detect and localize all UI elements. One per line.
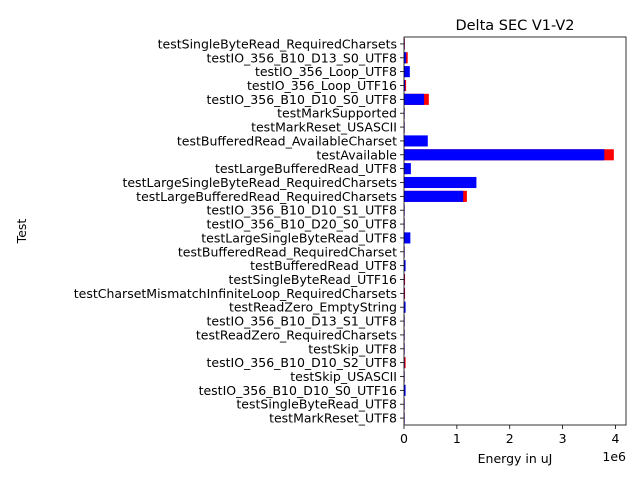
plot-frame	[403, 36, 627, 426]
bar-series-2-testLargeBufferedRead_RequiredCharsets	[404, 190, 464, 202]
axes-frame	[403, 36, 627, 426]
y-tick-label: testBufferedRead_UTF8	[250, 258, 397, 273]
y-tick-label: testIO_356_B10_D10_S1_UTF8	[207, 203, 398, 218]
y-tick-label: testMarkReset_UTF8	[269, 411, 397, 426]
y-tick-label: testIO_356_B10_D13_S0_UTF8	[207, 50, 398, 65]
bar-series-2-testIO_356_Loop_UTF8	[404, 66, 410, 78]
y-tick-label: testSingleByteRead_UTF8	[236, 397, 397, 412]
bar-series-2-testBufferedRead_AvailableCharset	[404, 135, 428, 147]
y-tick-label: testBufferedRead_AvailableCharset	[177, 133, 397, 148]
y-tick-label: testLargeSingleByteRead_UTF8	[201, 230, 397, 245]
bar-series-2-testLargeBufferedRead_UTF8	[404, 163, 411, 175]
y-tick-label: testLargeSingleByteRead_RequiredCharsets	[122, 175, 397, 190]
y-tick-label: testIO_356_Loop_UTF8	[255, 64, 397, 79]
bar-series-2-testIO_356_B10_D10_S0_UTF8	[404, 93, 425, 105]
bar-series-2-testIO_356_B10_D13_S0_UTF8	[404, 52, 407, 64]
x-tick-label: 2	[506, 431, 514, 446]
y-tick-label: testMarkSupported	[277, 106, 397, 121]
bar-series-2-testBufferedRead_UTF8	[404, 260, 406, 272]
y-tick-label: testAvailable	[316, 147, 397, 162]
bar-series-2-testLargeSingleByteRead_UTF8	[404, 232, 411, 244]
x-tick-label: 0	[400, 431, 408, 446]
y-axis-label: Test	[14, 219, 29, 245]
x-tick-label: 3	[559, 431, 567, 446]
x-axis-scale-label: 1e6	[602, 449, 626, 464]
y-tick-label: testCharsetMismatchInfiniteLoop_Required…	[74, 286, 397, 301]
bar-series-2-testLargeSingleByteRead_RequiredCharsets	[404, 176, 477, 189]
x-axis-ticks: 0 1 2 3 4	[400, 425, 619, 446]
bar-series-2-testIO_356_Loop_UTF16	[404, 79, 406, 92]
y-tick-label: testSkip_UTF8	[308, 341, 397, 356]
x-tick-label: 4	[611, 431, 619, 446]
y-tick-label: testIO_356_Loop_UTF16	[247, 78, 397, 93]
bar-series-1-testIO_356_B10_D10_S2_UTF8	[404, 357, 406, 369]
y-tick-label: testIO_356_B10_D20_S0_UTF8	[207, 217, 398, 232]
y-tick-label: testLargeBufferedRead_UTF8	[215, 161, 397, 176]
bar-series-2-testIO_356_B10_D10_S0_UTF16	[404, 384, 406, 396]
chart-title: Delta SEC V1-V2	[455, 18, 574, 34]
y-tick-label: testSkip_USASCII	[290, 369, 397, 384]
y-tick-label: testIO_356_B10_D13_S1_UTF8	[207, 314, 398, 329]
y-tick-label: testIO_356_B10_D10_S0_UTF8	[207, 92, 398, 107]
y-tick-label: testIO_356_B10_D10_S2_UTF8	[207, 355, 398, 370]
y-tick-label: testLargeBufferedRead_RequiredCharsets	[136, 189, 397, 204]
y-tick-label: testIO_356_B10_D10_S0_UTF16	[199, 383, 397, 398]
y-tick-label: testSingleByteRead_UTF16	[228, 272, 397, 287]
y-tick-label: testMarkReset_USASCII	[251, 120, 397, 135]
plot-area	[404, 38, 614, 424]
bar-series-2-testAvailable	[404, 149, 605, 161]
y-tick-label: testReadZero_EmptyString	[229, 300, 397, 315]
x-tick-label: 1	[453, 431, 461, 446]
x-axis-label: Energy in uJ	[478, 451, 553, 466]
y-axis-ticks: testSingleByteRead_RequiredCharsetstestI…	[74, 36, 404, 426]
y-tick-label: testSingleByteRead_RequiredCharsets	[158, 36, 397, 51]
y-tick-label: testReadZero_RequiredCharsets	[196, 327, 397, 342]
bar-series-2-testReadZero_EmptyString	[404, 301, 406, 313]
y-tick-label: testBufferedRead_RequiredCharset	[178, 244, 397, 259]
